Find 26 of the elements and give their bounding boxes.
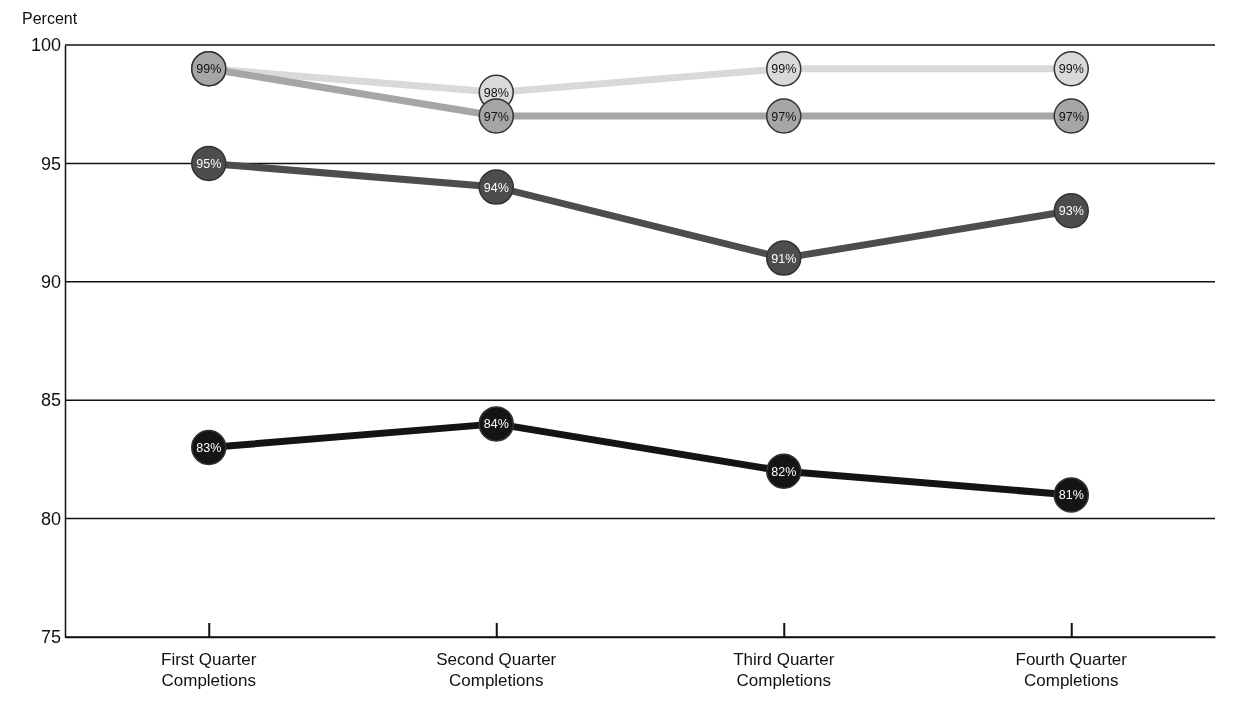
y-tick-label: 100 [30, 35, 61, 56]
data-label: 93% [1058, 204, 1084, 219]
data-label: 97% [483, 109, 509, 124]
x-tick-label: Fourth Quarter Completions [1015, 650, 1128, 690]
y-tick-label: 85 [40, 390, 61, 411]
y-axis-title: Percent [22, 10, 78, 27]
y-tick-label: 80 [40, 508, 61, 529]
data-label: 95% [196, 156, 222, 171]
data-label: 83% [196, 441, 222, 456]
y-tick-label: 75 [40, 627, 61, 648]
data-label: 99% [771, 62, 797, 77]
data-label: 97% [1058, 109, 1084, 124]
data-label: 81% [1058, 488, 1084, 503]
x-tick-label: First Quarter Completions [161, 650, 257, 690]
data-label: 84% [483, 417, 509, 432]
y-tick-label: 95 [40, 153, 61, 174]
data-label: 99% [196, 62, 222, 77]
x-tick-label: Second Quarter Completions [436, 650, 557, 690]
data-label: 82% [771, 464, 797, 479]
data-label: 98% [483, 85, 509, 100]
x-tick-label: Third Quarter Completions [733, 650, 835, 690]
data-label: 94% [483, 180, 509, 195]
y-tick-label: 90 [40, 272, 61, 293]
data-label: 97% [771, 109, 797, 124]
data-label: 99% [1058, 62, 1084, 77]
data-label: 91% [771, 251, 797, 266]
